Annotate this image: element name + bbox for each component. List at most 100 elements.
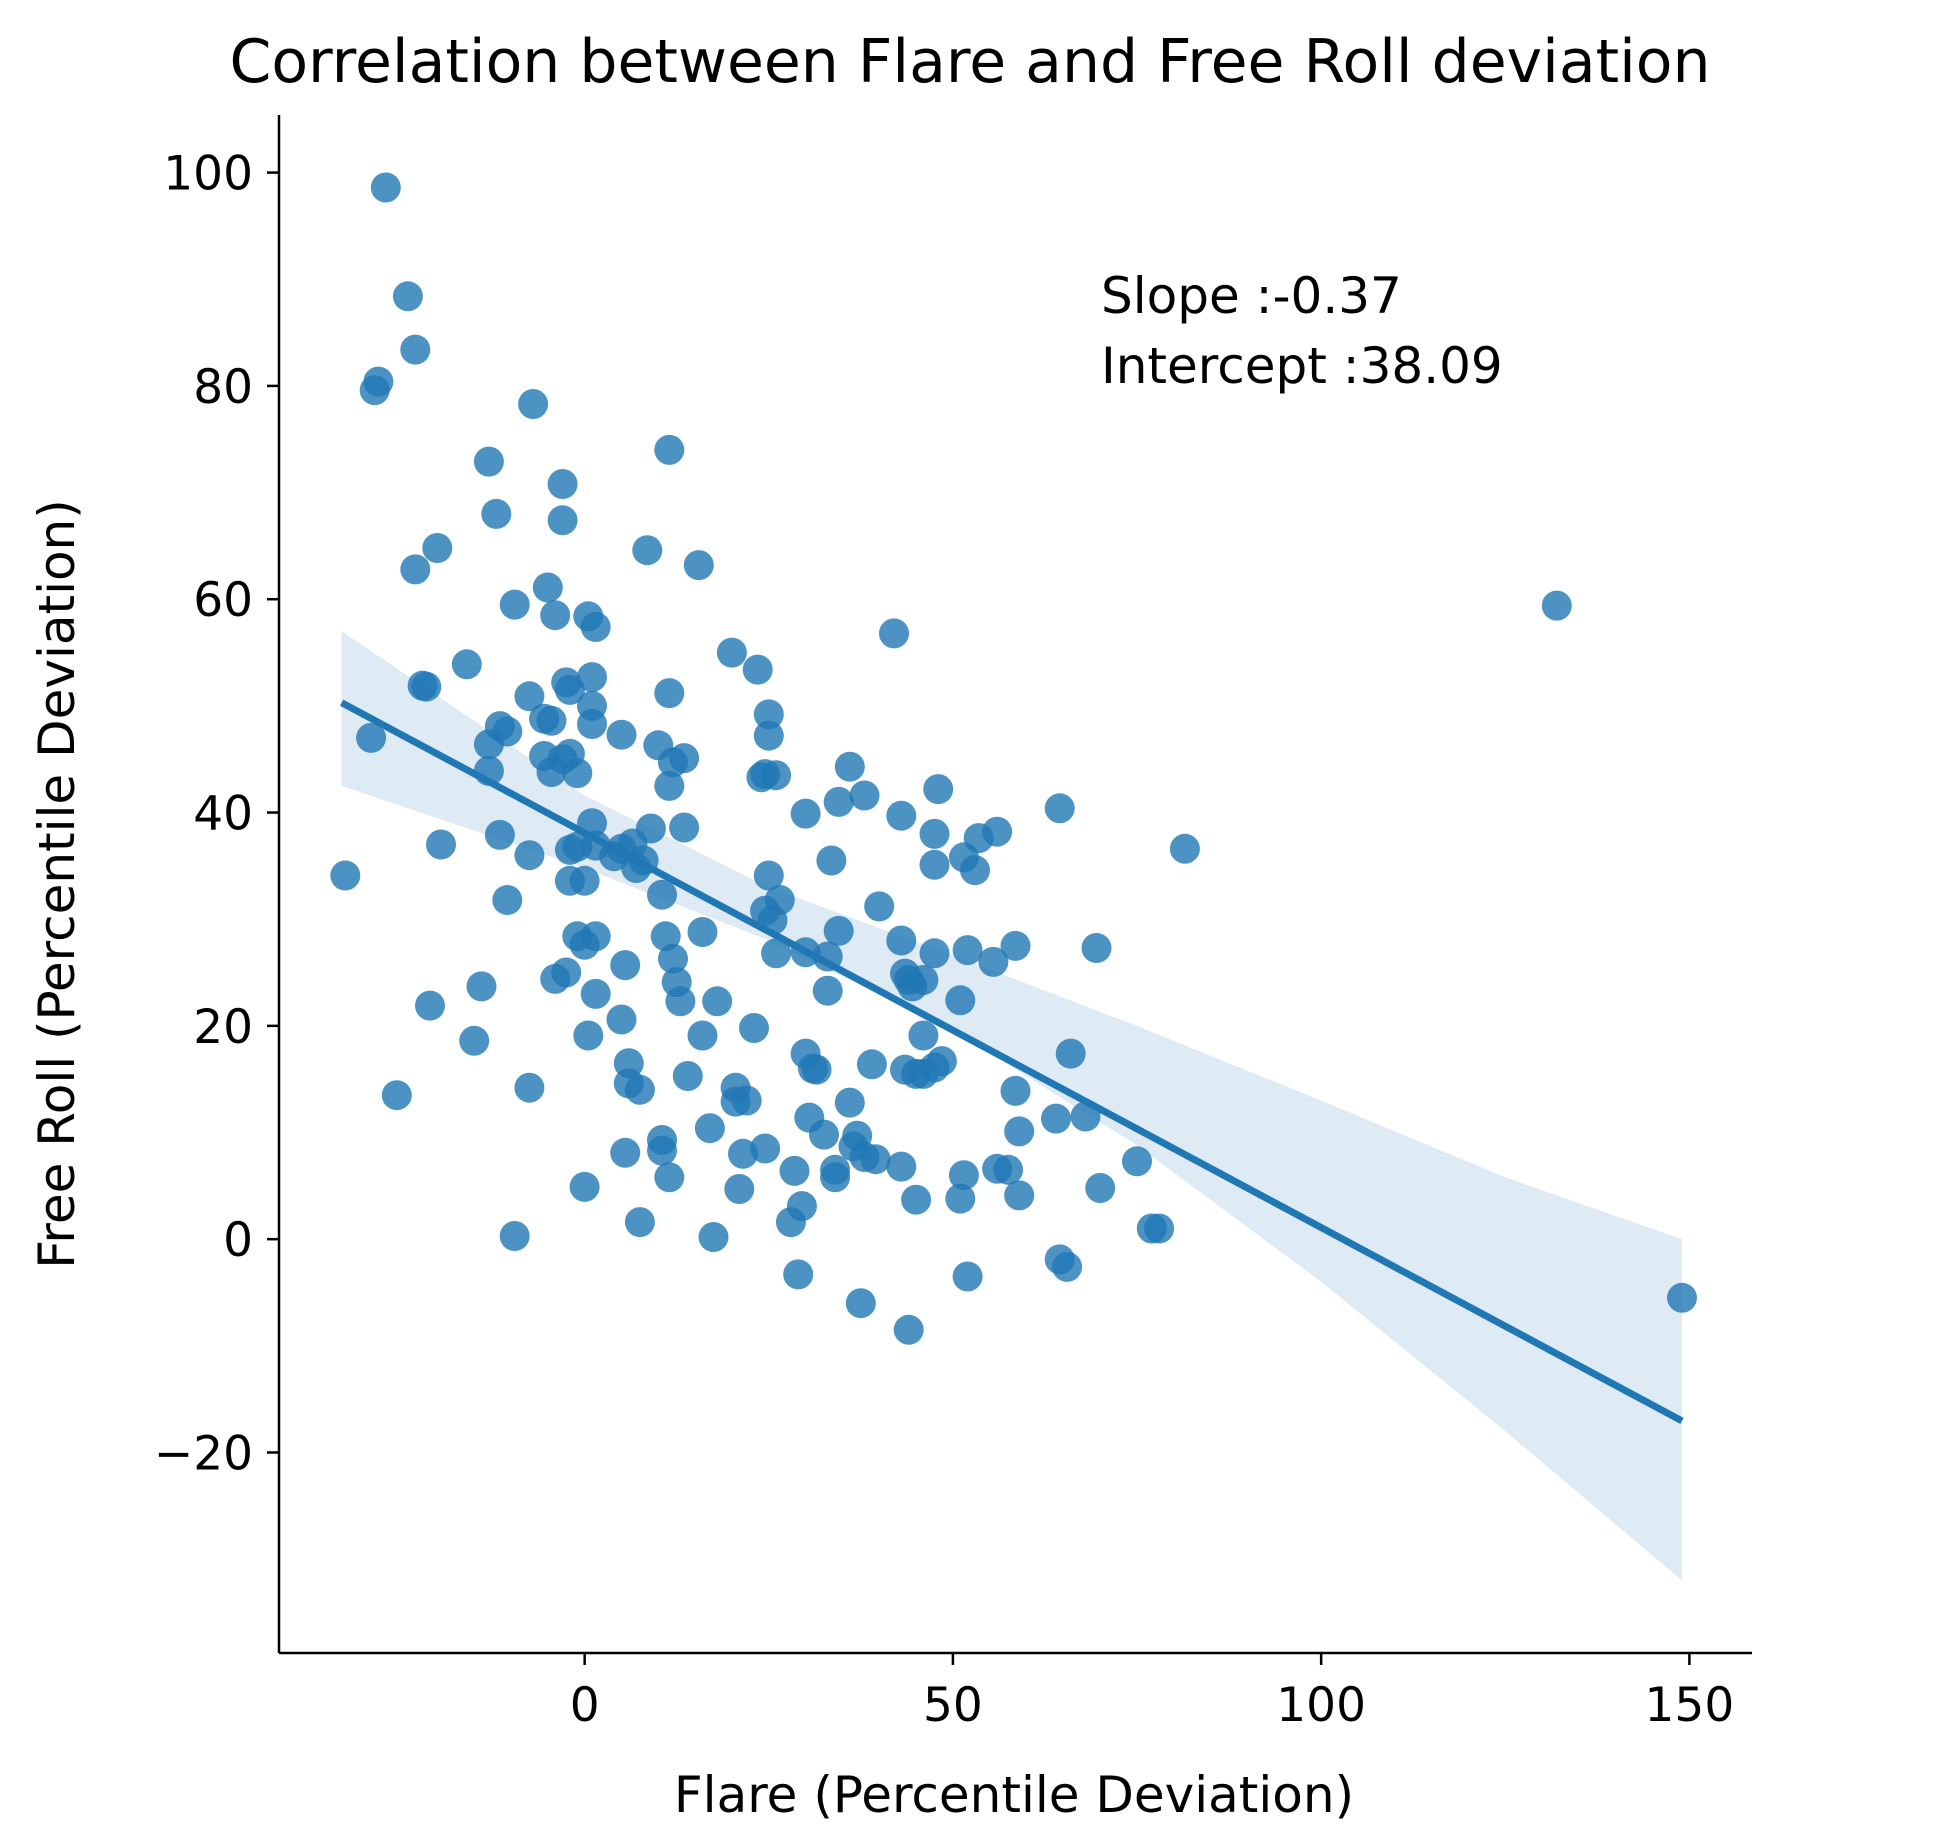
data-point bbox=[669, 812, 700, 843]
data-point bbox=[400, 334, 431, 365]
data-point bbox=[562, 758, 593, 789]
data-point bbox=[536, 705, 567, 736]
x-tick-label: 50 bbox=[923, 1678, 983, 1733]
regression-line-layer bbox=[339, 699, 1684, 1424]
data-point bbox=[720, 1086, 751, 1117]
data-point bbox=[753, 860, 784, 891]
data-point bbox=[834, 751, 865, 782]
data-point bbox=[908, 1058, 939, 1089]
data-point bbox=[923, 774, 954, 805]
data-point bbox=[536, 757, 567, 787]
data-point bbox=[952, 935, 983, 966]
data-point bbox=[1055, 1038, 1086, 1069]
data-point bbox=[1044, 793, 1075, 824]
data-point bbox=[381, 1080, 412, 1111]
data-point bbox=[426, 829, 456, 860]
data-point bbox=[820, 1162, 851, 1193]
x-tick-label: 0 bbox=[570, 1678, 600, 1733]
data-point bbox=[798, 1053, 828, 1084]
data-point bbox=[1081, 933, 1112, 963]
data-point bbox=[621, 853, 652, 883]
y-tick-label: 0 bbox=[223, 1213, 253, 1268]
data-point bbox=[606, 1004, 637, 1035]
data-point bbox=[886, 925, 917, 956]
data-point bbox=[886, 1151, 917, 1182]
data-point bbox=[1000, 1075, 1031, 1106]
y-tick-label: 80 bbox=[193, 360, 253, 415]
data-point bbox=[473, 446, 504, 477]
data-point bbox=[761, 938, 792, 969]
data-point bbox=[1041, 1103, 1071, 1134]
data-point bbox=[518, 389, 549, 419]
data-point bbox=[569, 1171, 600, 1202]
intercept-annotation: Intercept :38.09 bbox=[1101, 337, 1503, 395]
data-point bbox=[654, 434, 685, 465]
data-point bbox=[359, 375, 390, 406]
y-tick-label: 20 bbox=[193, 1000, 253, 1055]
confidence-band bbox=[341, 631, 1683, 1581]
data-point bbox=[624, 1207, 655, 1238]
data-point bbox=[411, 671, 442, 702]
data-point bbox=[982, 1153, 1013, 1184]
data-point bbox=[1144, 1213, 1175, 1244]
data-point bbox=[790, 798, 821, 829]
data-point bbox=[577, 662, 607, 693]
data-point bbox=[683, 550, 714, 581]
data-point bbox=[864, 891, 895, 922]
data-point bbox=[400, 554, 431, 585]
data-point bbox=[547, 469, 578, 499]
data-point bbox=[610, 1137, 641, 1168]
data-point bbox=[1004, 1180, 1035, 1211]
y-tick-label: 60 bbox=[193, 573, 253, 628]
y-tick-label: 100 bbox=[163, 147, 253, 202]
data-point bbox=[1667, 1282, 1697, 1313]
data-point bbox=[702, 986, 733, 1017]
regression-line bbox=[339, 699, 1684, 1424]
data-point bbox=[356, 722, 387, 753]
data-point bbox=[816, 845, 847, 876]
data-point bbox=[901, 1184, 932, 1215]
data-point bbox=[654, 1162, 685, 1193]
data-point bbox=[1000, 930, 1031, 961]
data-point bbox=[849, 780, 880, 811]
data-point bbox=[580, 612, 611, 642]
data-point bbox=[632, 535, 663, 566]
data-point bbox=[330, 860, 361, 891]
data-point bbox=[451, 649, 482, 680]
data-point bbox=[879, 618, 909, 649]
y-ticks: −20 0 20 40 60 80 100 bbox=[154, 147, 279, 1481]
data-point bbox=[514, 1072, 545, 1103]
data-point bbox=[654, 770, 685, 801]
data-point bbox=[569, 865, 600, 896]
y-tick-label: 40 bbox=[193, 787, 253, 842]
data-point bbox=[952, 1261, 983, 1292]
x-ticks: 0 50 100 150 bbox=[570, 1653, 1734, 1733]
data-point bbox=[569, 929, 600, 960]
slope-annotation: Slope :-0.37 bbox=[1101, 267, 1402, 325]
data-point bbox=[481, 498, 512, 529]
data-point bbox=[514, 840, 545, 871]
data-point bbox=[672, 1061, 703, 1091]
data-point bbox=[499, 589, 530, 620]
data-point bbox=[746, 762, 777, 793]
data-point bbox=[492, 885, 523, 915]
data-point bbox=[1085, 1173, 1116, 1203]
confidence-band-layer bbox=[341, 631, 1683, 1581]
data-point bbox=[415, 990, 445, 1021]
data-point bbox=[547, 505, 578, 536]
data-point bbox=[658, 943, 688, 974]
data-point bbox=[823, 915, 854, 946]
data-point bbox=[658, 747, 688, 778]
data-point bbox=[893, 1314, 924, 1345]
data-point bbox=[716, 637, 747, 668]
data-point bbox=[948, 1160, 979, 1191]
data-point bbox=[919, 849, 950, 880]
data-point bbox=[724, 1174, 755, 1204]
data-point bbox=[647, 1135, 677, 1166]
data-point bbox=[647, 879, 677, 910]
data-point bbox=[370, 172, 401, 203]
data-point bbox=[897, 971, 928, 1002]
points-layer bbox=[330, 172, 1697, 1345]
data-point bbox=[484, 819, 515, 850]
